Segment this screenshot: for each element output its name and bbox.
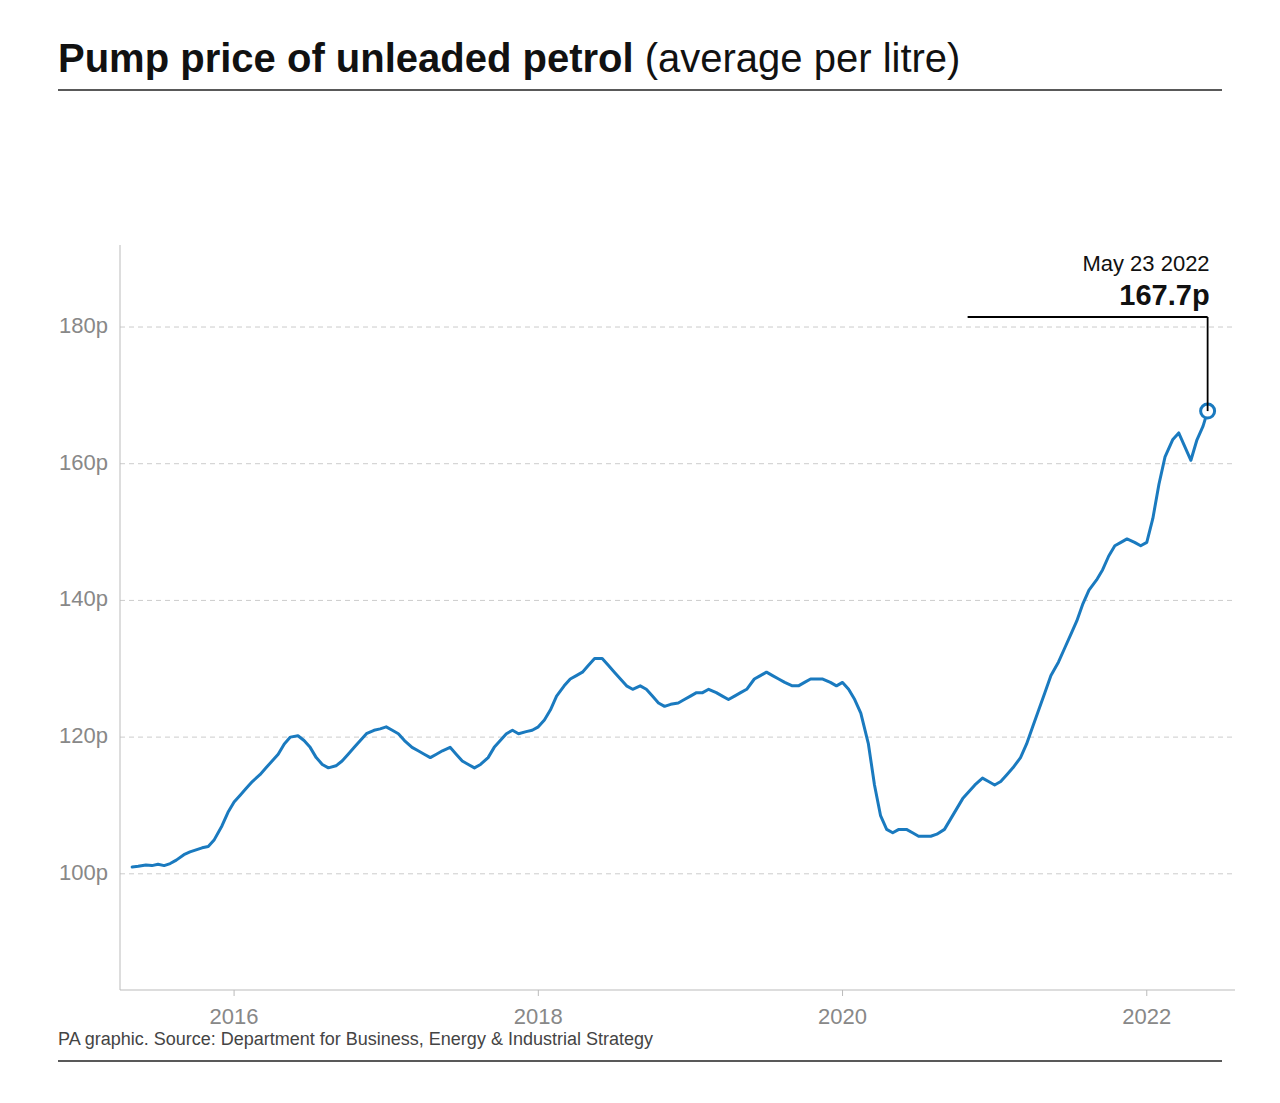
- grid-line: [120, 737, 1235, 738]
- y-tick-label: 120p: [59, 723, 108, 748]
- x-tick-label: 2020: [818, 1004, 867, 1029]
- annotation-leader: [1207, 317, 1209, 411]
- y-tick-label: 180p: [59, 313, 108, 338]
- x-tick-label: 2018: [514, 1004, 563, 1029]
- title-line: Pump price of unleaded petrol (average p…: [58, 36, 960, 80]
- y-tick-label: 160p: [59, 450, 108, 475]
- y-tick-label: 140p: [59, 586, 108, 611]
- x-axis-line: [120, 990, 1235, 991]
- grid-line: [120, 327, 1235, 328]
- annotation-value: 167.7p: [1119, 279, 1209, 311]
- title-rule: [58, 89, 1222, 91]
- grid-line: [120, 873, 1235, 874]
- grid-line: [120, 463, 1235, 464]
- title: Pump price of unleaded petrol: [58, 36, 634, 80]
- x-tick: [234, 990, 235, 996]
- chart-container: Pump price of unleaded petrol (average p…: [0, 0, 1280, 1103]
- y-axis-line: [120, 245, 121, 990]
- x-tick: [842, 990, 843, 996]
- x-tick-label: 2016: [210, 1004, 259, 1029]
- price-line: [132, 411, 1207, 867]
- chart-svg: Pump price of unleaded petrol (average p…: [0, 0, 1280, 1103]
- grid-line: [120, 600, 1235, 601]
- annotation-bar: [968, 316, 1208, 318]
- grid: [120, 327, 1235, 874]
- x-tick: [1146, 990, 1147, 996]
- plot-area: [132, 404, 1214, 867]
- annotation-date: May 23 2022: [1082, 251, 1209, 276]
- bottom-rule: [58, 1060, 1222, 1062]
- y-tick-label: 100p: [59, 860, 108, 885]
- x-tick: [538, 990, 539, 996]
- x-tick-label: 2022: [1122, 1004, 1171, 1029]
- subtitle: (average per litre): [634, 36, 961, 80]
- source: PA graphic. Source: Department for Busin…: [58, 1029, 653, 1049]
